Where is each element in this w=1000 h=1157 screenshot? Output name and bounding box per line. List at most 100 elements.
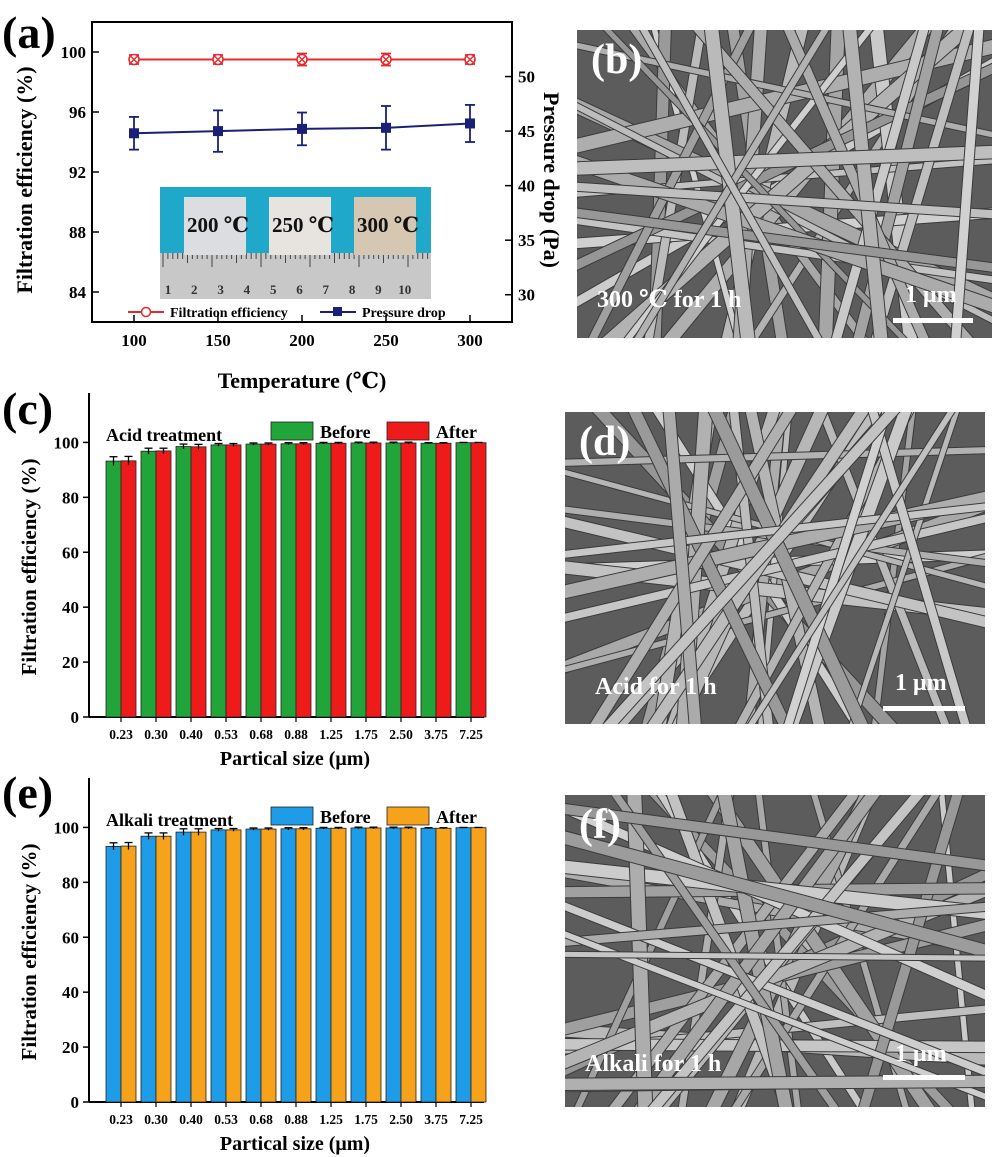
scale-bar-f [883,1075,965,1080]
x-tick-label: 0.68 [249,727,273,742]
bar-before-0.40 [175,446,192,718]
ruler-number: 2 [191,282,198,297]
bar-after-7.25 [470,442,487,718]
inset-sample-2 [269,197,331,255]
data-point [381,122,391,133]
bar-after-0.88 [295,443,312,718]
bar-after-2.50 [400,827,417,1103]
data-point-cross [130,56,138,63]
bar-before-0.30 [140,450,157,718]
scale-bar-d [883,706,965,711]
x-tick-label: 0.30 [144,1112,168,1127]
fiber [611,795,839,1107]
fiber [640,30,822,338]
bar-after-2.50 [400,442,417,718]
legend-marker-1 [140,306,152,318]
bar-after-3.75 [435,827,452,1103]
bar-before-7.25 [455,442,472,718]
legend-marker-2 [333,307,342,316]
sem-image-f: (f) Alkali for 1 h 1 μm [565,795,985,1107]
y-tick-label: 84 [69,283,87,302]
x-axis-label: Partical size (μm) [220,748,370,770]
fiber [784,412,891,724]
bar-after-0.30 [155,450,172,718]
bar-before-0.68 [245,443,262,718]
bar-before-3.75 [420,827,437,1103]
y-tick-label: 88 [69,223,86,242]
y2-tick-label: 45 [518,122,535,141]
fiber [627,795,653,1107]
fiber [871,30,974,338]
fiber [577,156,992,313]
fiber [951,30,984,338]
x-tick-label: 1.75 [354,727,378,742]
fiber [831,30,929,338]
fiber [574,795,726,1107]
bar-after-0.23 [120,845,137,1103]
bar-before-2.50 [385,827,402,1103]
fiber [577,182,992,219]
fiber [590,412,796,724]
y-tick-label: 40 [62,598,79,617]
sem-label-f: (f) [579,802,621,848]
x-tick-label: 0.88 [284,727,308,742]
bar-before-0.23 [105,460,122,718]
bar-before-0.68 [245,828,262,1103]
y-tick-label: 60 [62,928,79,947]
fiber [565,902,985,1076]
inset-photo: 1 2 3 4 5 6 7 8 9 10 200 ℃ 250 ℃ 300 ℃ [160,187,431,299]
x-tick-label: 0.68 [249,1112,273,1127]
x-tick-label: 250 [373,331,399,350]
y-tick-label: 0 [71,708,80,727]
legend-label-after: After [436,422,477,442]
fiber [849,412,960,724]
x-tick-label: 200 [289,331,315,350]
bar-after-0.53 [225,829,242,1103]
ruler-number: 1 [165,282,172,297]
y-tick-label: 100 [61,43,87,62]
sem-label-b: (b) [591,37,643,83]
y2-tick-label: 30 [518,286,535,305]
bar-after-7.25 [470,827,487,1103]
legend-label-2: Pressure drop [362,306,446,321]
bar-before-0.53 [210,444,227,718]
bar-after-0.40 [190,831,207,1103]
y-tick-label: 40 [62,983,79,1002]
y2-axis-label: Pressure drop (Pa) [539,92,564,268]
bar-before-3.75 [420,442,437,718]
fiber [565,902,985,946]
bar-before-1.25 [315,827,332,1103]
legend-swatch-before [270,806,314,826]
legend-swatch-after [386,421,430,441]
y2-tick-label: 40 [518,177,535,196]
inset-label-3: 300 ℃ [357,213,419,237]
fiber [868,412,970,724]
x-tick-label: 0.40 [179,727,203,742]
data-point-cross [214,56,222,63]
legend-label-before: Before [320,422,371,442]
bar-after-0.53 [225,444,242,718]
legend-swatch-before [270,421,314,441]
scale-bar-b [893,318,973,323]
y-tick-label: 100 [54,433,80,452]
y-tick-label: 100 [54,818,80,837]
sem-label-d: (d) [579,419,631,465]
panel-label-a: (a) [2,7,56,58]
sem-image-d: (d) Acid for 1 h 1 μm [565,412,985,724]
legend-label-1: Filtration efficiency [170,306,288,321]
fiber [577,145,992,175]
legend-label-before: Before [320,807,371,827]
legend-swatch-after [386,806,430,826]
data-point-cross [382,56,390,63]
x-tick-label: 3.75 [424,727,448,742]
bar-after-3.75 [435,442,452,718]
bar-before-0.40 [175,831,192,1103]
ruler-number: 10 [398,282,411,297]
x-tick-label: 1.75 [354,1112,378,1127]
ruler-number: 4 [244,282,251,297]
bar-after-0.68 [260,443,277,718]
y-tick-label: 80 [62,873,79,892]
data-point-cross [298,56,306,63]
bar-after-0.68 [260,828,277,1103]
